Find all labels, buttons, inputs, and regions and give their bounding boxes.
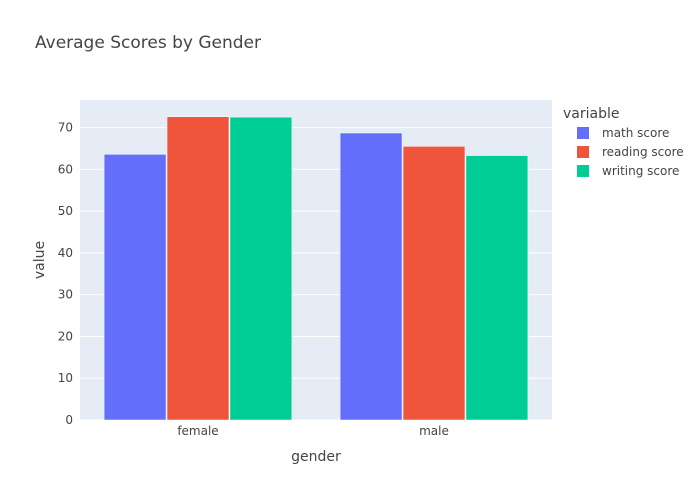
legend-item-math-score[interactable]: math score [577,126,669,140]
x-axis-title: gender [291,449,341,465]
y-tick-label: 20 [58,329,73,343]
legend-item-reading-score[interactable]: reading score [577,145,684,159]
bar-writing-score-male[interactable] [465,155,529,421]
legend: variable math score reading score writing s… [563,106,684,178]
bar-math-score-female[interactable] [103,154,167,421]
y-tick-label: 30 [58,288,73,302]
y-tick-label: 10 [58,371,73,385]
legend-title: variable [563,106,619,122]
x-tick-label: female [177,424,218,438]
chart-title: Average Scores by Gender [35,33,261,53]
y-tick-label: 60 [58,162,73,176]
bar-writing-score-female[interactable] [229,116,293,421]
legend-label: math score [602,126,669,140]
y-tick-label: 0 [65,413,73,427]
bar-reading-score-female[interactable] [166,116,230,421]
legend-swatch [577,127,589,139]
y-tick-label: 70 [58,121,73,135]
y-tick-label: 40 [58,246,73,260]
y-tick-label: 50 [58,204,73,218]
x-tick-label: male [419,424,449,438]
legend-label: reading score [602,145,684,159]
bar-reading-score-male[interactable] [402,146,466,421]
legend-item-writing-score[interactable]: writing score [577,164,679,178]
y-axis-title: value [32,241,48,279]
bar-math-score-male[interactable] [339,132,403,421]
legend-swatch [577,165,589,177]
legend-label: writing score [602,164,679,178]
legend-swatch [577,146,589,158]
